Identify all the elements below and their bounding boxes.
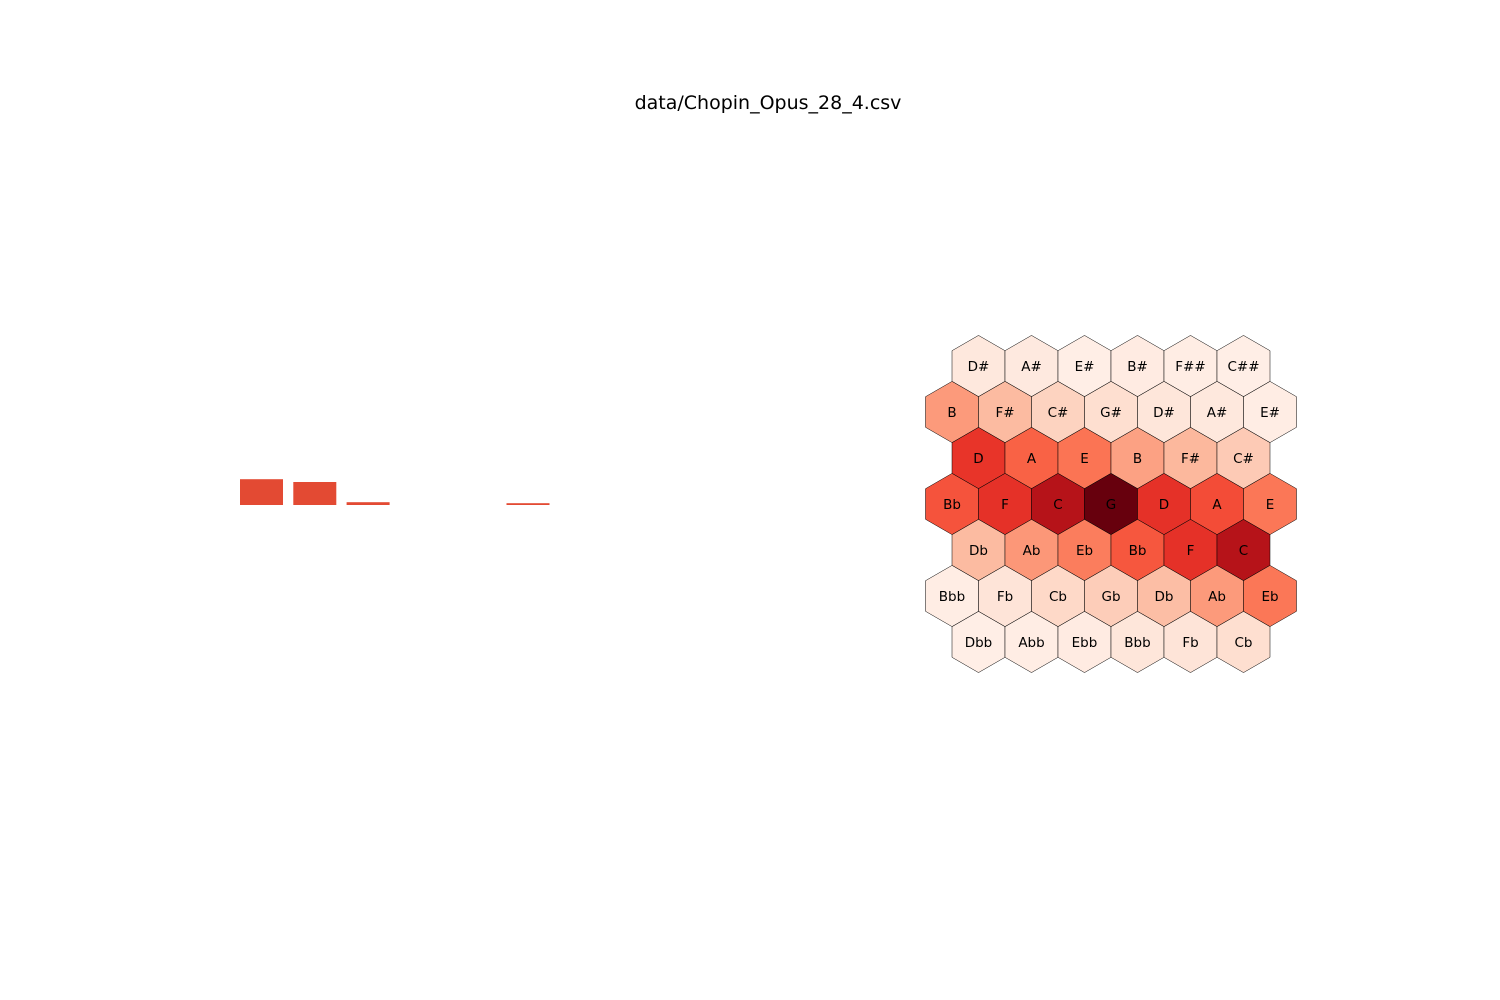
hex-cell-label: F# [995, 405, 1014, 421]
hex-cell-label: Ebb [1072, 635, 1098, 651]
hex-cell-label: Bbb [939, 589, 965, 605]
hex-cell-label: Ab [1023, 543, 1041, 559]
hex-cell-label: Dbb [965, 635, 993, 651]
hex-cell-label: Eb [1261, 589, 1278, 605]
hex-cell-label: Db [1155, 589, 1174, 605]
hex-cell-label: C [1053, 497, 1062, 513]
hex-cell-label: Cb [1049, 589, 1067, 605]
hex-cell-label: G# [1100, 405, 1122, 421]
hex-cell-label: F## [1175, 359, 1205, 375]
hex-cell-label: C [1239, 543, 1248, 559]
hex-cell-label: Fb [997, 589, 1013, 605]
hex-cell-label: D# [1153, 405, 1175, 421]
hex-cell-label: D# [968, 359, 990, 375]
hex-cell-label: Cb [1235, 635, 1253, 651]
hex-cell-label: C## [1227, 359, 1259, 375]
hex-cell-label: Fb [1182, 635, 1198, 651]
bar [293, 482, 337, 505]
hex-cell-label: Gb [1101, 589, 1120, 605]
bar-chart [240, 479, 550, 505]
hex-cell-label: A# [1207, 405, 1228, 421]
hex-cell-label: F [1001, 497, 1009, 513]
hex-cell-label: Abb [1018, 635, 1044, 651]
hex-cell-label: E# [1260, 405, 1280, 421]
hex-cell-label: Bb [1129, 543, 1147, 559]
hex-cell-label: D [973, 451, 983, 467]
hex-cell-label: B [1133, 451, 1142, 467]
hex-cell-label: Db [969, 543, 988, 559]
hex-cell-label: A [1212, 497, 1222, 513]
hex-cell-label: E [1266, 497, 1275, 513]
hex-cell-label: A# [1021, 359, 1042, 375]
hex-cell-label: E# [1075, 359, 1095, 375]
hex-cell-label: C# [1048, 405, 1069, 421]
hex-cell-label: B [947, 405, 956, 421]
hex-cell-label: Bbb [1124, 635, 1150, 651]
hex-cell-label: B# [1127, 359, 1148, 375]
page-title: data/Chopin_Opus_28_4.csv [634, 92, 902, 114]
tonnetz-heatmap: D# A# E# B# F## C## B F# C# G# D# A# E# D A E B F# C# Bb F C G… [925, 335, 1297, 673]
hex-cell-label: C# [1233, 451, 1254, 467]
hex-cell-label: F# [1181, 451, 1200, 467]
hex-cell-label: Bb [943, 497, 961, 513]
hex-cell-label: Eb [1076, 543, 1093, 559]
hex-cell-label: F [1187, 543, 1195, 559]
hex-cell [1216, 611, 1271, 673]
hex-cell-label: Ab [1208, 589, 1226, 605]
bar [240, 479, 283, 505]
bar [346, 502, 390, 505]
hex-cell-label: D [1159, 497, 1169, 513]
bar [506, 503, 550, 505]
hex-cell-label: E [1080, 451, 1089, 467]
hex-cell-label: A [1027, 451, 1037, 467]
hex-cell-label: G [1106, 497, 1116, 513]
